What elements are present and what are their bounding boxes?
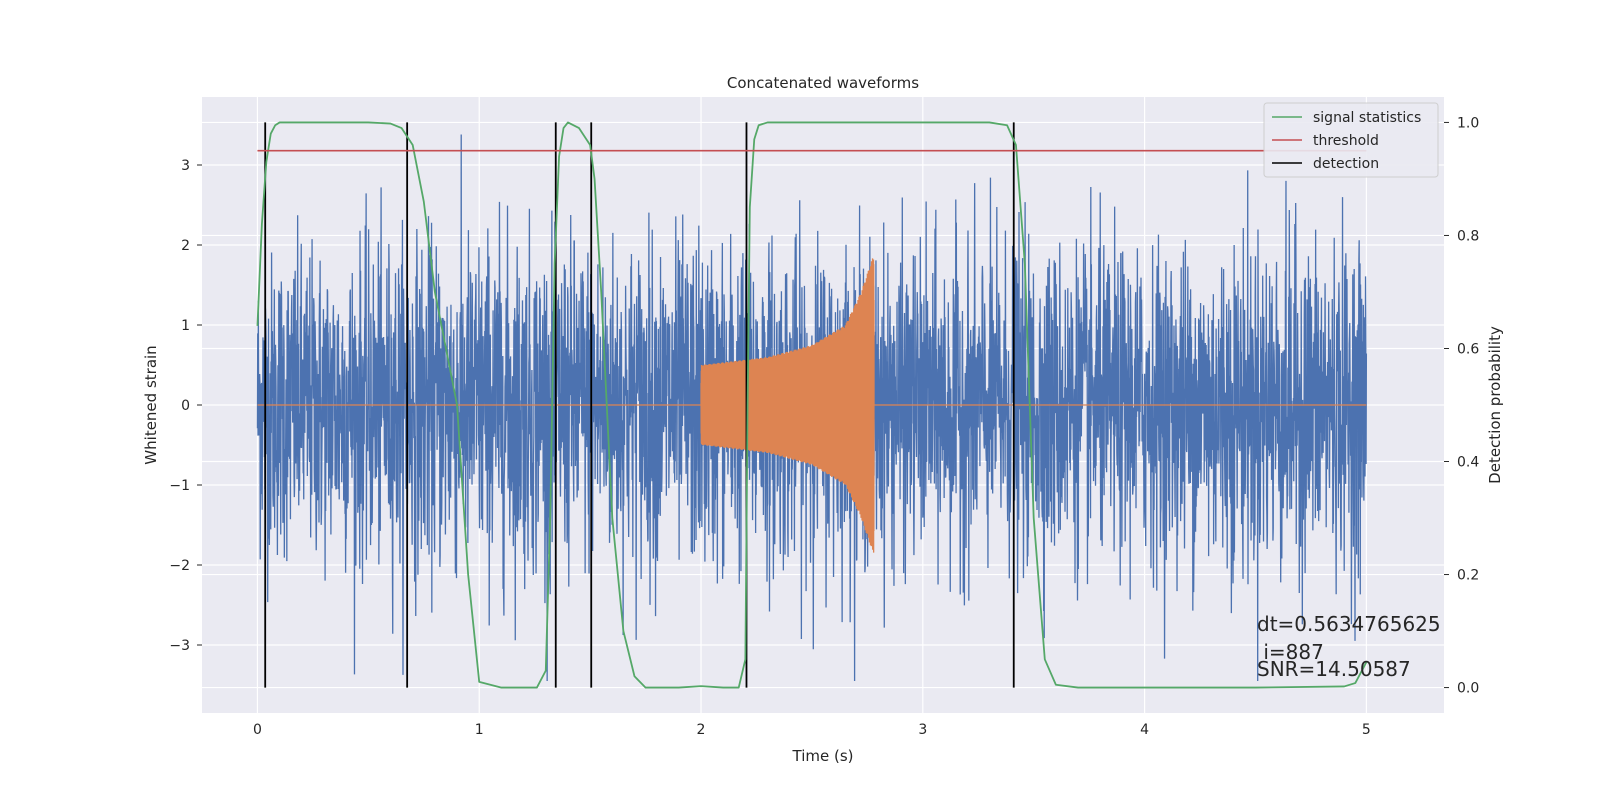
x-tick-label: 0 — [253, 722, 262, 738]
legend-label-threshold: threshold — [1313, 133, 1379, 149]
annotation-dt: dt=0.5634765625 — [1257, 612, 1441, 636]
y2-tick-label: 0.4 — [1457, 455, 1479, 471]
y2-tick-label: 0.6 — [1457, 341, 1479, 357]
chart-title: Concatenated waveforms — [727, 74, 919, 92]
x-tick-label: 2 — [697, 722, 706, 738]
x-axis-label: Time (s) — [792, 747, 854, 765]
waveform-series — [257, 258, 1367, 553]
annotation-snr: SNR=14.50587 — [1257, 657, 1411, 681]
y-tick-label: −3 — [169, 638, 190, 654]
y-tick-label: 2 — [181, 238, 190, 254]
x-tick-label: 1 — [475, 722, 484, 738]
y2-tick-label: 0.0 — [1457, 681, 1479, 697]
y-tick-label: −1 — [169, 478, 190, 494]
y2-tick-label: 0.8 — [1457, 228, 1479, 244]
y-axis-label: Whitened strain — [142, 345, 160, 464]
legend-label-signal: signal statistics — [1313, 110, 1421, 126]
noise-series — [256, 134, 1368, 682]
legend: signal statistics threshold detection — [1263, 102, 1439, 178]
ticks: 0 1 2 3 4 5 −3 −2 −1 0 1 2 3 0.0 0.2 0.4 0.6 0.8 1.0 — [169, 115, 1479, 738]
signal-statistics-line — [256, 121, 1368, 689]
x-tick-label: 4 — [1140, 722, 1149, 738]
legend-label-detection: detection — [1313, 156, 1379, 172]
annotation-index: i=887 — [1257, 640, 1324, 664]
x-tick-label: 3 — [918, 722, 927, 738]
legend-box — [1263, 102, 1439, 178]
noise-line — [256, 134, 1368, 682]
probability-series — [256, 121, 1368, 689]
y2-axis-label: Detection probability — [1486, 326, 1504, 484]
waveform-line — [257, 258, 1367, 553]
y-tick-label: 0 — [181, 398, 190, 414]
y-tick-label: 1 — [181, 318, 190, 334]
y-tick-label: −2 — [169, 558, 190, 574]
y2-tick-label: 1.0 — [1457, 115, 1479, 131]
y-tick-label: 3 — [181, 158, 190, 174]
y2-tick-label: 0.2 — [1457, 568, 1479, 584]
x-tick-label: 5 — [1362, 722, 1371, 738]
